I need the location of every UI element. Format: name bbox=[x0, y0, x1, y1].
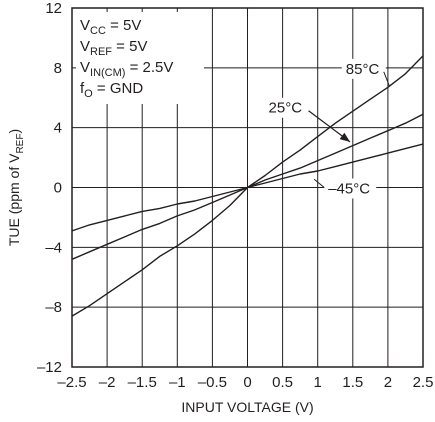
condition-line: VREF = 5V bbox=[80, 38, 147, 58]
x-tick-label: 2 bbox=[384, 374, 392, 391]
y-axis-label-close: ) bbox=[6, 129, 22, 134]
y-tick-label: –8 bbox=[45, 299, 62, 316]
series-annotations: 85°C 25°C –45°C bbox=[264, 58, 390, 199]
annotation-85c-background bbox=[341, 58, 386, 79]
condition-value: = GND bbox=[93, 80, 144, 97]
y-axis-label-subscript: REF bbox=[15, 134, 26, 154]
x-tick-label: 2.5 bbox=[413, 374, 434, 391]
series-minus45c-line bbox=[71, 143, 424, 232]
y-axis-label: TUE (ppm of VREF) bbox=[6, 129, 26, 246]
annotation-minus45c-label: –45°C bbox=[328, 180, 370, 197]
x-axis-label: INPUT VOLTAGE (V) bbox=[181, 399, 313, 415]
tick-labels: –2.5 –2 –1.5 –1 –0.5 0 0.5 1 1.5 2 2.5 12 8 4 0 –4 –8 –12 bbox=[37, 0, 433, 391]
condition-box-background bbox=[76, 12, 204, 104]
condition-symbol: V bbox=[80, 17, 90, 34]
x-tick-label: 0.5 bbox=[272, 374, 293, 391]
condition-subscript: REF bbox=[90, 46, 112, 58]
x-tick-label: –1 bbox=[169, 374, 186, 391]
condition-subscript: O bbox=[84, 88, 93, 100]
condition-symbol: f bbox=[80, 80, 85, 97]
y-tick-label: –4 bbox=[45, 239, 62, 256]
condition-symbol: V bbox=[80, 59, 90, 76]
annotation-minus45c-background bbox=[324, 178, 377, 199]
condition-value: = 5V bbox=[106, 17, 141, 34]
annotation-25c-background bbox=[264, 97, 309, 118]
y-tick-label: 4 bbox=[54, 120, 62, 137]
x-tick-label: –2.5 bbox=[57, 374, 86, 391]
y-tick-label: 0 bbox=[54, 180, 62, 197]
axis-labels: INPUT VOLTAGE (V) TUE (ppm of VREF) bbox=[6, 129, 314, 415]
data-series bbox=[71, 55, 424, 317]
y-tick-label: 8 bbox=[54, 60, 62, 77]
x-tick-label: 1 bbox=[314, 374, 322, 391]
x-tick-label: 0 bbox=[243, 374, 251, 391]
annotation-85c-label: 85°C bbox=[346, 61, 380, 78]
condition-line: VCC = 5V bbox=[80, 17, 141, 37]
y-tick-label: –12 bbox=[37, 359, 62, 376]
annotation-25c-arrowhead bbox=[339, 132, 350, 142]
condition-symbol: V bbox=[80, 38, 90, 55]
annotation-85c-leader bbox=[383, 71, 390, 86]
x-tick-label: 1.5 bbox=[342, 374, 363, 391]
annotation-minus45c-leader bbox=[313, 178, 325, 188]
condition-line: VIN(CM) = 2.5V bbox=[80, 59, 173, 79]
condition-value: = 5V bbox=[112, 38, 147, 55]
x-tick-label: –2 bbox=[99, 374, 116, 391]
plot-frame bbox=[71, 7, 424, 368]
condition-subscript: CC bbox=[90, 25, 106, 37]
x-tick-label: –1.5 bbox=[128, 374, 157, 391]
condition-subscript: IN(CM) bbox=[90, 67, 125, 79]
x-tick-label: –0.5 bbox=[198, 374, 227, 391]
condition-value: = 2.5V bbox=[125, 59, 173, 76]
annotation-25c-label: 25°C bbox=[269, 100, 303, 117]
y-axis-label-main: TUE (ppm of V bbox=[6, 153, 22, 246]
condition-line: fO = GND bbox=[80, 80, 143, 100]
y-tick-label: 12 bbox=[45, 0, 62, 17]
